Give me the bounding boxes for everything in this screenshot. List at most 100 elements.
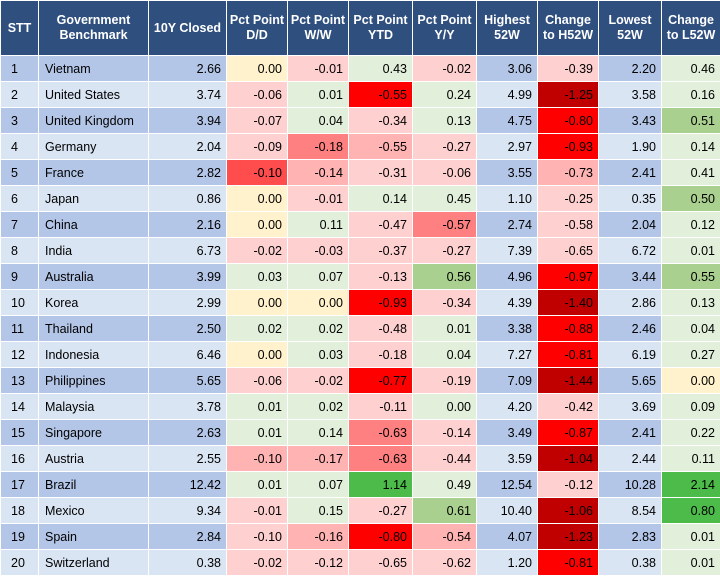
cell-h52: 3.49 [476, 419, 538, 446]
cell-cl52: 0.01 [661, 237, 720, 264]
cell-ytd: -0.80 [348, 523, 413, 550]
cell-cl52: 0.00 [661, 367, 720, 394]
cell-ch52: -0.97 [537, 263, 599, 290]
table-row: 18 Mexico 9.34 -0.01 0.15 -0.27 0.61 10.… [0, 497, 720, 524]
cell-cl52: 0.80 [661, 497, 720, 524]
cell-l52: 3.43 [598, 107, 662, 134]
cell-ch52: -0.73 [537, 159, 599, 186]
cell-closed: 2.84 [148, 523, 227, 550]
cell-dd: 0.00 [226, 289, 288, 316]
cell-h52: 4.39 [476, 289, 538, 316]
cell-country: Germany [38, 133, 149, 160]
cell-ch52: -0.81 [537, 549, 599, 576]
cell-ww: -0.12 [287, 549, 349, 576]
cell-dd: 0.01 [226, 393, 288, 420]
cell-closed: 6.73 [148, 237, 227, 264]
header-change-h52w: Change to H52W [537, 0, 599, 56]
header-lowest-52w: Lowest 52W [598, 0, 662, 56]
table-row: 1 Vietnam 2.66 0.00 -0.01 0.43 -0.02 3.0… [0, 55, 720, 82]
cell-h52: 4.75 [476, 107, 538, 134]
cell-ytd: -0.13 [348, 263, 413, 290]
cell-dd: 0.00 [226, 185, 288, 212]
cell-h52: 10.40 [476, 497, 538, 524]
cell-ytd: 1.14 [348, 471, 413, 498]
cell-h52: 3.38 [476, 315, 538, 342]
cell-cl52: 0.46 [661, 55, 720, 82]
table-row: 6 Japan 0.86 0.00 -0.01 0.14 0.45 1.10 -… [0, 185, 720, 212]
cell-country: United Kingdom [38, 107, 149, 134]
cell-stt: 4 [0, 133, 39, 160]
cell-closed: 3.78 [148, 393, 227, 420]
cell-ww: -0.03 [287, 237, 349, 264]
cell-dd: -0.09 [226, 133, 288, 160]
cell-ytd: -0.48 [348, 315, 413, 342]
cell-h52: 3.59 [476, 445, 538, 472]
cell-ch52: -0.80 [537, 107, 599, 134]
cell-stt: 17 [0, 471, 39, 498]
cell-dd: -0.06 [226, 367, 288, 394]
cell-l52: 2.41 [598, 159, 662, 186]
cell-l52: 2.83 [598, 523, 662, 550]
cell-yy: 0.24 [412, 81, 477, 108]
cell-country: France [38, 159, 149, 186]
cell-ww: 0.14 [287, 419, 349, 446]
header-highest-52w: Highest 52W [476, 0, 538, 56]
cell-stt: 6 [0, 185, 39, 212]
cell-yy: 0.01 [412, 315, 477, 342]
cell-stt: 20 [0, 549, 39, 576]
cell-h52: 7.09 [476, 367, 538, 394]
cell-yy: -0.27 [412, 133, 477, 160]
cell-ytd: -0.47 [348, 211, 413, 238]
cell-ytd: -0.27 [348, 497, 413, 524]
table-row: 12 Indonesia 6.46 0.00 0.03 -0.18 0.04 7… [0, 341, 720, 368]
cell-dd: 0.01 [226, 471, 288, 498]
cell-country: Indonesia [38, 341, 149, 368]
cell-h52: 4.96 [476, 263, 538, 290]
cell-yy: -0.27 [412, 237, 477, 264]
cell-ww: 0.11 [287, 211, 349, 238]
cell-ytd: -0.34 [348, 107, 413, 134]
cell-ytd: 0.43 [348, 55, 413, 82]
cell-ch52: -1.44 [537, 367, 599, 394]
header-pct-dd: Pct Point D/D [226, 0, 288, 56]
cell-cl52: 0.55 [661, 263, 720, 290]
cell-ww: 0.07 [287, 471, 349, 498]
cell-cl52: 0.27 [661, 341, 720, 368]
cell-ytd: -0.65 [348, 549, 413, 576]
cell-cl52: 0.12 [661, 211, 720, 238]
cell-yy: 0.61 [412, 497, 477, 524]
cell-country: Austria [38, 445, 149, 472]
cell-dd: 0.00 [226, 341, 288, 368]
cell-closed: 2.66 [148, 55, 227, 82]
table-row: 16 Austria 2.55 -0.10 -0.17 -0.63 -0.44 … [0, 445, 720, 472]
cell-h52: 4.07 [476, 523, 538, 550]
cell-ww: -0.18 [287, 133, 349, 160]
table-row: 15 Singapore 2.63 0.01 0.14 -0.63 -0.14 … [0, 419, 720, 446]
cell-cl52: 0.51 [661, 107, 720, 134]
cell-ww: -0.01 [287, 185, 349, 212]
header-pct-yy: Pct Point Y/Y [412, 0, 477, 56]
cell-closed: 3.94 [148, 107, 227, 134]
cell-l52: 6.72 [598, 237, 662, 264]
cell-closed: 2.82 [148, 159, 227, 186]
cell-l52: 0.38 [598, 549, 662, 576]
cell-country: Singapore [38, 419, 149, 446]
cell-l52: 6.19 [598, 341, 662, 368]
cell-closed: 2.50 [148, 315, 227, 342]
cell-h52: 2.97 [476, 133, 538, 160]
cell-dd: 0.02 [226, 315, 288, 342]
table-row: 13 Philippines 5.65 -0.06 -0.02 -0.77 -0… [0, 367, 720, 394]
cell-h52: 4.99 [476, 81, 538, 108]
cell-ch52: -0.25 [537, 185, 599, 212]
cell-ytd: -0.55 [348, 81, 413, 108]
cell-ww: -0.17 [287, 445, 349, 472]
cell-country: Australia [38, 263, 149, 290]
table-row: 20 Switzerland 0.38 -0.02 -0.12 -0.65 -0… [0, 549, 720, 576]
cell-ww: 0.03 [287, 341, 349, 368]
table-row: 11 Thailand 2.50 0.02 0.02 -0.48 0.01 3.… [0, 315, 720, 342]
cell-yy: -0.34 [412, 289, 477, 316]
cell-dd: -0.07 [226, 107, 288, 134]
cell-l52: 3.58 [598, 81, 662, 108]
table-row: 4 Germany 2.04 -0.09 -0.18 -0.55 -0.27 2… [0, 133, 720, 160]
cell-cl52: 0.41 [661, 159, 720, 186]
